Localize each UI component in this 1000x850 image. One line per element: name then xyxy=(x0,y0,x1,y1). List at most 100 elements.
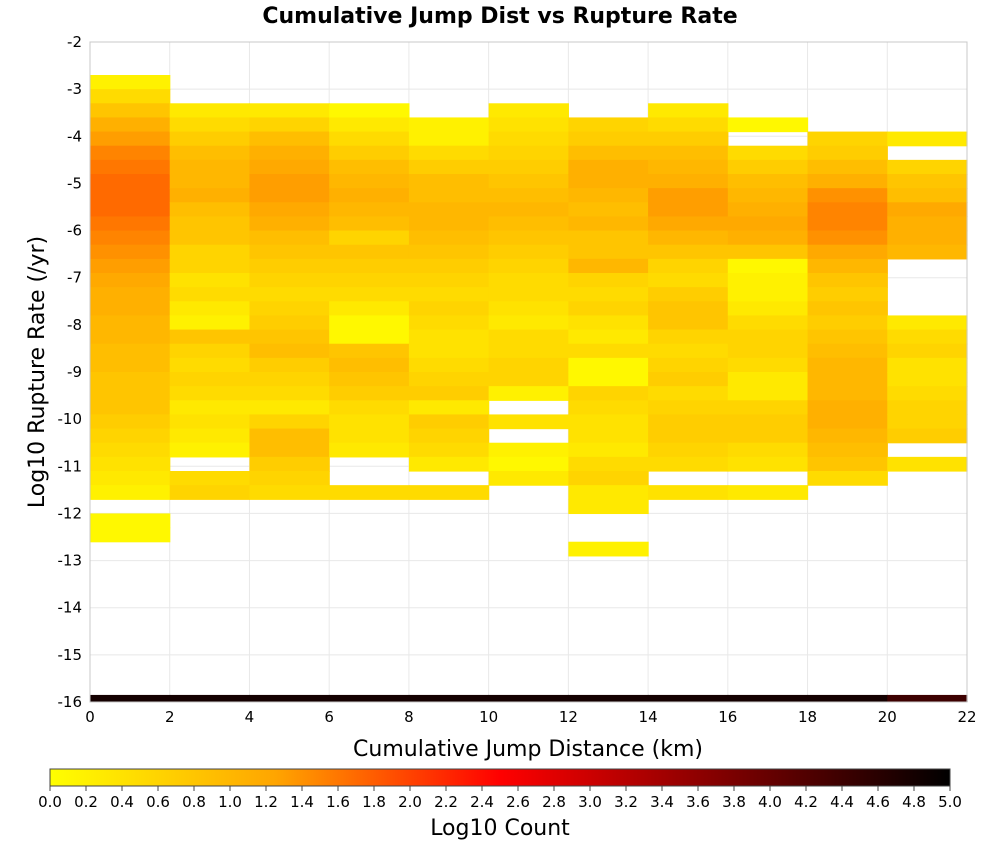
colorbar xyxy=(49,768,951,787)
heatmap-cell xyxy=(568,301,649,317)
heatmap-cell xyxy=(887,343,968,359)
heatmap-cell xyxy=(249,372,330,387)
heatmap-cell xyxy=(408,258,490,274)
heatmap-cell xyxy=(648,287,729,302)
colorbar-tick-label: 4.2 xyxy=(794,793,818,811)
y-axis-label: Log10 Rupture Rate (/yr) xyxy=(25,236,50,508)
heatmap-cell xyxy=(408,301,490,317)
colorbar-tick-label: 1.6 xyxy=(326,793,350,811)
heatmap-cell xyxy=(648,386,729,401)
x-tick-label: 6 xyxy=(324,708,334,726)
heatmap-cell xyxy=(488,145,569,161)
heatmap-cell xyxy=(249,131,330,147)
colorbar-tick-label: 1.8 xyxy=(362,793,386,811)
heatmap-cell xyxy=(887,315,968,331)
colorbar-ticks: 0.0 0.2 0.4 0.6 0.8 1.0 1.2 1.4 1.6 1.8 2.0 2.2 2.4 2… xyxy=(38,786,962,811)
heatmap-cell xyxy=(329,386,410,401)
heatmap-cell xyxy=(249,315,330,331)
colorbar-tick-label: 4.8 xyxy=(902,793,926,811)
heatmap-cell xyxy=(807,273,888,288)
heatmap-cell xyxy=(488,117,569,133)
colorbar-tick-label: 5.0 xyxy=(938,793,962,811)
heatmap-cell xyxy=(727,258,809,274)
heatmap-cell xyxy=(329,315,410,331)
heatmap-cell xyxy=(169,174,251,189)
heatmap-cell xyxy=(648,414,729,430)
heatmap-cell xyxy=(90,357,171,373)
heatmap-cell xyxy=(169,301,251,317)
heatmap-cell xyxy=(727,357,809,373)
heatmap-cell xyxy=(408,694,490,702)
heatmap-cell xyxy=(408,159,490,175)
colorbar-tick-label: 2.8 xyxy=(542,793,566,811)
heatmap-cell xyxy=(727,301,809,317)
plot-frame xyxy=(89,41,968,703)
heatmap-cell xyxy=(648,216,729,232)
heatmap-cell xyxy=(169,117,251,133)
heatmap-cell xyxy=(249,145,330,161)
heatmap-cell xyxy=(249,244,330,260)
colorbar-tick-label: 4.0 xyxy=(758,793,782,811)
heatmap-cell xyxy=(329,343,410,359)
heatmap-cell xyxy=(90,386,171,401)
heatmap-cell xyxy=(568,541,649,557)
heatmap-cell xyxy=(807,131,888,147)
heatmap-cell xyxy=(249,159,330,175)
heatmap-cell xyxy=(488,202,569,218)
heatmap-cell xyxy=(169,244,251,260)
heatmap-cell xyxy=(727,159,809,175)
heatmap-cell xyxy=(648,428,729,444)
heatmap-cell xyxy=(408,216,490,232)
heatmap-cell xyxy=(807,315,888,331)
heatmap-cell xyxy=(169,329,251,345)
x-tick-label: 12 xyxy=(559,708,578,726)
heatmap-cell xyxy=(249,329,330,345)
heatmap-cell xyxy=(488,694,569,702)
colorbar-tick-label: 0.0 xyxy=(38,793,62,811)
heatmap-cell xyxy=(568,428,649,444)
heatmap-cell xyxy=(887,216,968,232)
heatmap-cell xyxy=(329,131,410,147)
heatmap-cell xyxy=(887,159,968,175)
x-tick-label: 2 xyxy=(165,708,175,726)
heatmap-cell xyxy=(329,103,410,119)
heatmap-cell xyxy=(90,202,171,218)
heatmap-cell xyxy=(807,174,888,189)
heatmap-cell xyxy=(807,694,888,702)
heatmap-cell xyxy=(648,456,729,472)
heatmap-cell xyxy=(568,499,649,515)
heatmap-cell xyxy=(568,244,649,260)
heatmap-cells xyxy=(90,75,968,702)
heatmap-cell xyxy=(408,174,490,189)
heatmap-cell xyxy=(249,103,330,119)
heatmap-cell xyxy=(568,343,649,359)
heatmap-cell xyxy=(90,471,171,486)
heatmap-cell xyxy=(807,159,888,175)
heatmap-cell xyxy=(887,694,968,702)
heatmap-cell xyxy=(488,442,569,458)
heatmap-cell xyxy=(169,442,251,458)
heatmap-cell xyxy=(90,117,171,133)
heatmap-cell xyxy=(329,145,410,161)
heatmap-cell xyxy=(169,159,251,175)
x-tick-label: 14 xyxy=(639,708,658,726)
heatmap-cell xyxy=(648,301,729,317)
heatmap-cell xyxy=(169,273,251,288)
y-tick-label: -13 xyxy=(58,552,83,570)
heatmap-cell xyxy=(408,230,490,246)
heatmap-cell xyxy=(488,188,569,203)
heatmap-cell xyxy=(568,315,649,331)
heatmap-cell xyxy=(648,343,729,359)
heatmap-cell xyxy=(727,694,809,702)
heatmap-cell xyxy=(568,386,649,401)
heatmap-cell xyxy=(568,485,649,500)
heatmap-cell xyxy=(169,414,251,430)
heatmap-cell xyxy=(727,202,809,218)
heatmap-cell xyxy=(249,174,330,189)
heatmap-cell xyxy=(887,456,968,472)
heatmap-cell xyxy=(488,386,569,401)
heatmap-cell xyxy=(727,273,809,288)
heatmap-cell xyxy=(887,174,968,189)
heatmap-cell xyxy=(807,357,888,373)
